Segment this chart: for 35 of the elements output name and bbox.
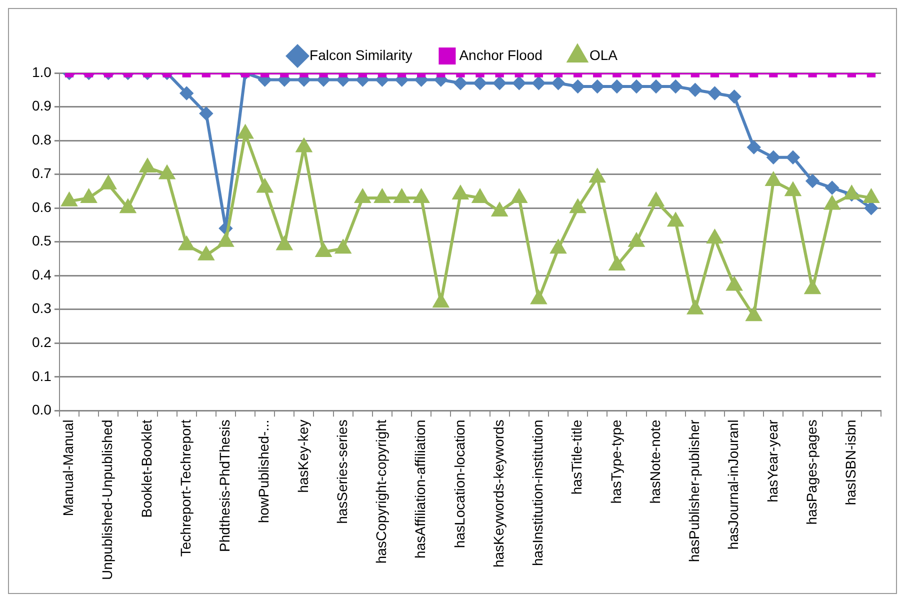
y-tick-label: 0.2 — [32, 334, 52, 350]
y-tick-label: 0.5 — [32, 232, 52, 249]
x-tick-label: hasAffiliation-affiliation — [412, 420, 428, 558]
y-tick-label: 0.3 — [32, 300, 52, 316]
y-tick-label: 1.0 — [32, 64, 52, 80]
y-tick-label: 0.6 — [32, 198, 52, 215]
x-tick-label: Unpublished-Unpublished — [99, 420, 116, 580]
x-tick-label: hasTitle-title — [568, 419, 585, 495]
x-tick-label: hasISBN-isbn — [842, 420, 859, 506]
x-tick-label: hasPages-pages — [803, 420, 820, 525]
legend-label: Anchor Flood — [459, 46, 542, 63]
x-tick-label: howPublished-... — [256, 420, 272, 524]
y-tick-label: 0.0 — [32, 402, 52, 418]
y-tick-label: 0.9 — [32, 98, 52, 114]
x-tick-label: hasLocation-location — [451, 420, 468, 548]
y-tick-label: 0.4 — [32, 266, 52, 282]
legend-label: Falcon Similarity — [310, 46, 412, 63]
x-tick-label: hasPublisher-publisher — [686, 419, 702, 562]
y-tick-label: 0.7 — [32, 165, 52, 182]
x-tick-label: hasNote-note — [646, 419, 663, 504]
x-tick-label: hasKeywords-keywords — [490, 420, 506, 568]
x-tick-label: Booklet-Booklet — [138, 420, 154, 518]
x-tick-label: hasYear-year — [764, 419, 780, 502]
x-tick-label: Techreport-Techreport — [177, 420, 194, 557]
legend-label: OLA — [589, 46, 618, 63]
x-tick-label: hasJournal-inJouranl — [725, 420, 742, 550]
y-tick-label: 0.1 — [32, 368, 52, 384]
x-tick-label: hasKey-key — [294, 420, 311, 493]
x-tick-label: Phdthesis-PhdThesis — [216, 420, 233, 552]
x-tick-label: hasInstitution-institution — [530, 420, 546, 566]
x-tick-label: hasSeries-series — [334, 420, 350, 524]
x-tick-label: Manual-Manual — [60, 420, 76, 516]
y-tick-label: 0.8 — [32, 131, 52, 148]
x-tick-label: hasCopyright-copyright — [373, 420, 390, 564]
x-tick-label: hasType-type — [608, 419, 624, 504]
